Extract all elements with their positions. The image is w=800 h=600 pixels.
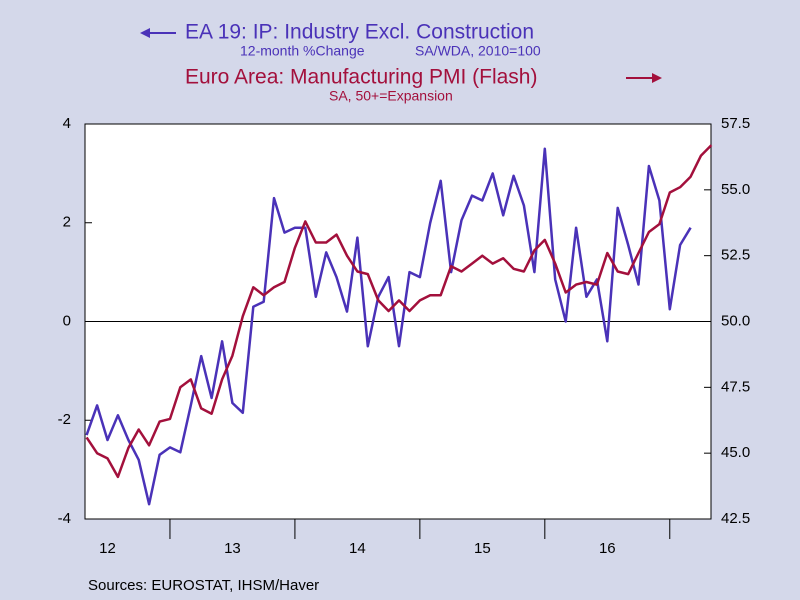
- y2-tick-label: 57.5: [721, 115, 750, 132]
- x-tick-label: 12: [99, 540, 116, 557]
- series-line: [85, 147, 692, 506]
- y2-tick-label: 52.5: [721, 247, 750, 264]
- y-tick-label: 2: [63, 214, 71, 231]
- series-title: EA 19: IP: Industry Excl. Construction: [185, 21, 534, 44]
- y-tick-label: 4: [63, 115, 71, 132]
- source: Sources: EUROSTAT, IHSM/Haver: [88, 577, 319, 594]
- x-tick-label: 13: [224, 540, 241, 557]
- y2-tick-label: 42.5: [721, 510, 750, 527]
- y2-tick-label: 47.5: [721, 378, 750, 395]
- y2-tick-label: 45.0: [721, 444, 750, 461]
- y-tick-label: -4: [58, 510, 71, 527]
- series-line: [85, 144, 713, 479]
- left-arrow-head: [140, 28, 150, 38]
- x-tick-label: 14: [349, 540, 366, 557]
- y2-tick-label: 50.0: [721, 312, 750, 329]
- y-tick-label: -2: [58, 411, 71, 428]
- x-tick-label: 16: [599, 540, 616, 557]
- right-arrow-head: [652, 73, 662, 83]
- y-tick-label: 0: [63, 312, 71, 329]
- series-units: 12-month %Change: [240, 43, 365, 59]
- x-tick-label: 15: [474, 540, 491, 557]
- series-units: SA/WDA, 2010=100: [415, 43, 541, 59]
- series-title: Euro Area: Manufacturing PMI (Flash): [185, 66, 537, 89]
- y2-tick-label: 55.0: [721, 181, 750, 198]
- series-units: SA, 50+=Expansion: [329, 88, 453, 104]
